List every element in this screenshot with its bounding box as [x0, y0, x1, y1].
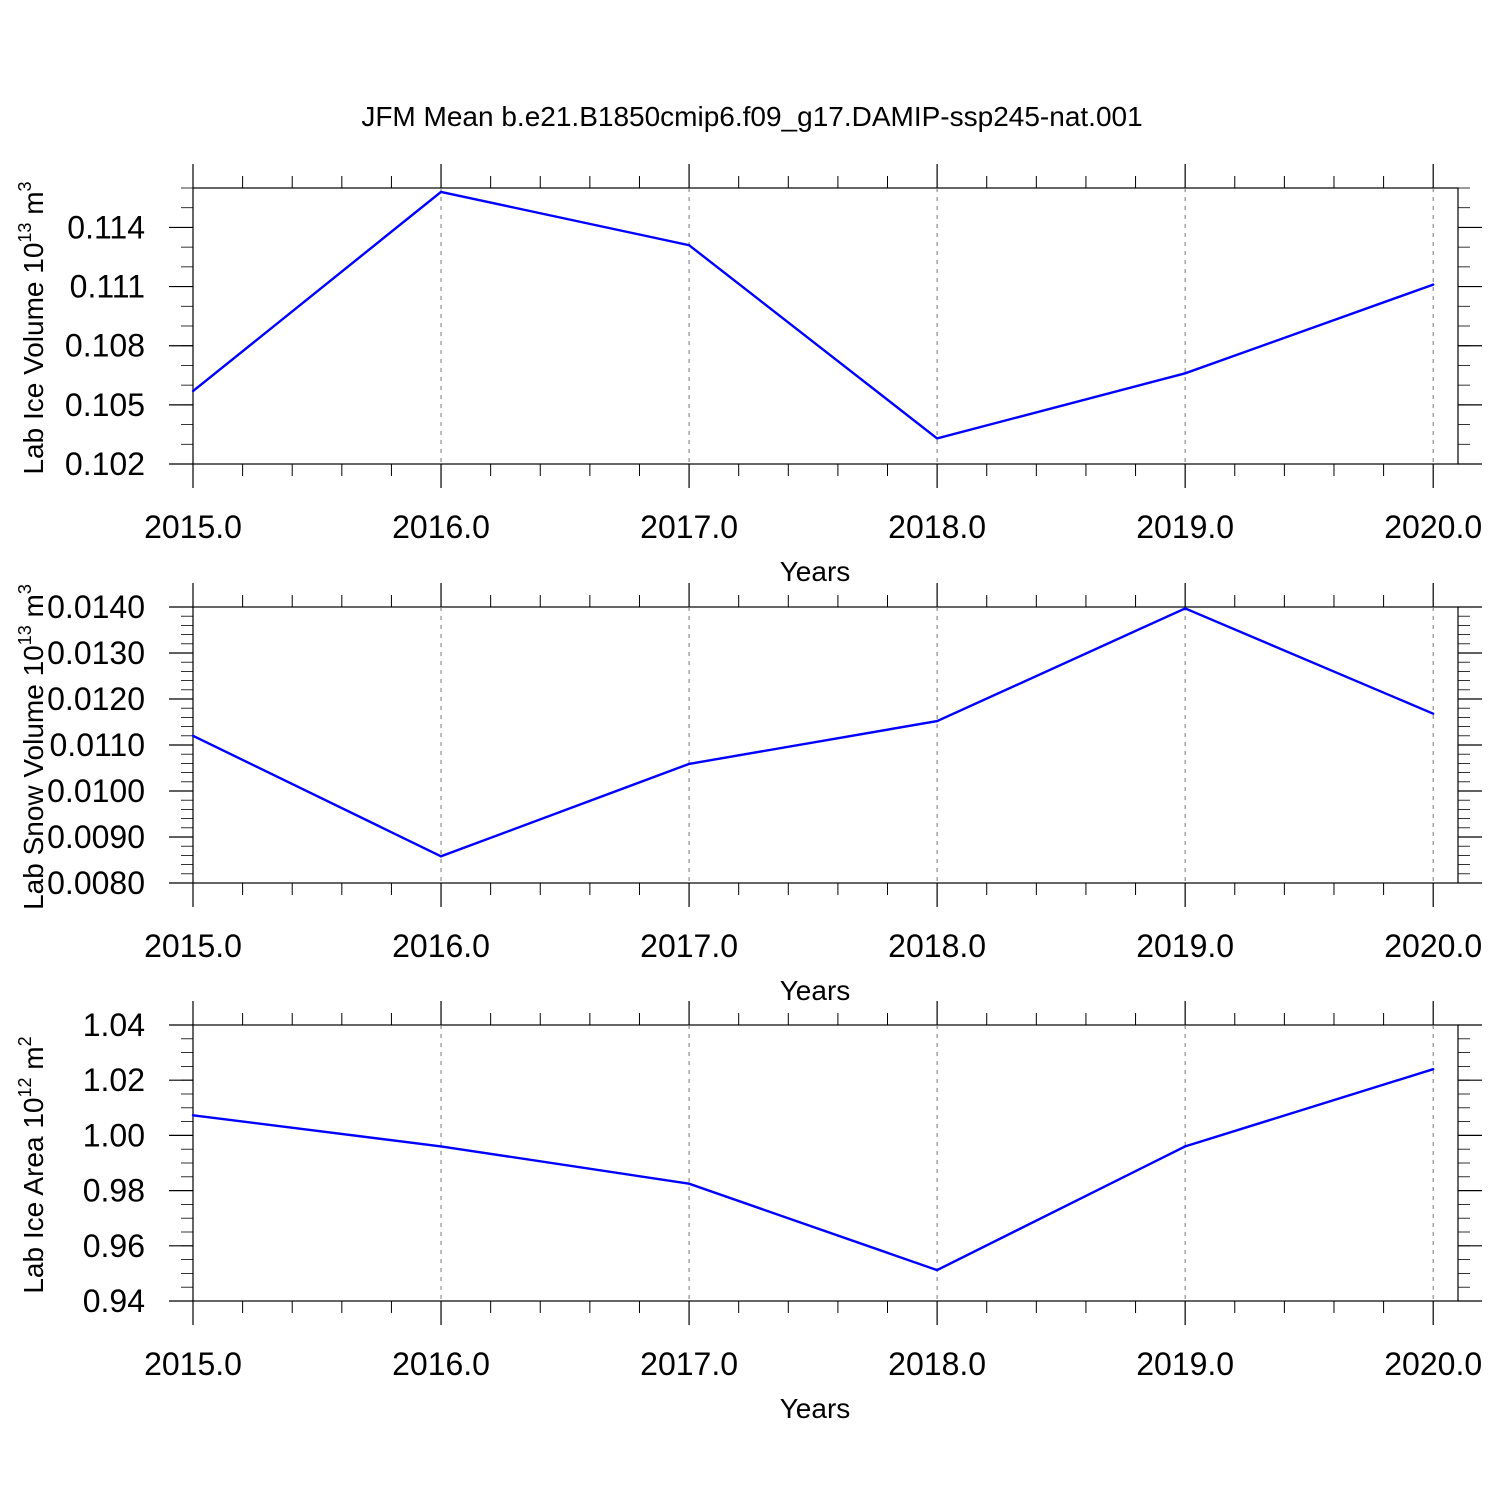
data-point	[1431, 283, 1435, 286]
data-point	[935, 1268, 939, 1272]
y-tick-label: 0.0080	[47, 865, 145, 901]
y-tick-label: 0.0090	[47, 819, 145, 855]
x-tick-label: 2016.0	[392, 509, 490, 545]
y-axis-label-part: m	[18, 594, 49, 625]
data-point	[687, 1182, 691, 1185]
data-point	[687, 243, 691, 247]
data-point	[439, 1145, 443, 1148]
chart-panel-2: 2015.0 2016.0 2017.0 2018.0 2019.0 2020.0 0.00…	[15, 583, 1482, 1006]
x-tick-label: 2020.0	[1384, 1346, 1482, 1382]
data-point	[191, 389, 195, 393]
y-tick-label: 0.105	[65, 387, 145, 423]
data-point	[1183, 607, 1187, 610]
y-axis-label: Lab Snow Volume 1013 m3	[15, 584, 49, 910]
x-axis-label: Years	[780, 556, 851, 587]
y-axis-label-superscript: 3	[15, 181, 35, 191]
x-tick-label: 2019.0	[1136, 509, 1234, 545]
x-tick-label: 2019.0	[1136, 1346, 1234, 1382]
y-tick-label: 0.0110	[50, 727, 146, 763]
y-axis-label: Lab Ice Area 1012 m2	[15, 1036, 49, 1293]
figure-title: JFM Mean b.e21.B1850cmip6.f09_g17.DAMIP-…	[361, 101, 1142, 132]
y-axis-label-part: Lab Ice Area 10	[18, 1098, 49, 1294]
y-tick-label: 0.0120	[47, 681, 145, 717]
data-point	[439, 855, 443, 858]
x-tick-label: 2018.0	[888, 509, 986, 545]
y-axis-label-part: m	[18, 191, 49, 222]
x-tick-label: 2015.0	[144, 928, 242, 964]
data-point	[935, 719, 939, 723]
y-tick-label: 0.108	[65, 328, 145, 364]
y-axis-label-part: m	[18, 1046, 49, 1077]
y-tick-label: 0.111	[70, 269, 145, 305]
x-axis-label: Years	[780, 975, 851, 1006]
x-tick-label: 2019.0	[1136, 928, 1234, 964]
x-tick-label: 2017.0	[640, 928, 738, 964]
x-tick-label: 2018.0	[888, 928, 986, 964]
data-point	[687, 762, 691, 766]
data-point	[1183, 1145, 1187, 1148]
x-tick-label: 2017.0	[640, 1346, 738, 1382]
y-tick-label: 0.98	[83, 1173, 145, 1209]
panels: 2015.0 2016.0 2017.0 2018.0 2019.0 2020.0 0.10…	[15, 164, 1482, 1424]
y-tick-label: 0.114	[67, 209, 145, 245]
x-tick-label: 2017.0	[640, 509, 738, 545]
y-tick-label: 0.96	[83, 1228, 145, 1264]
y-axis-label-superscript: 12	[15, 1077, 35, 1097]
chart-panel-1: 2015.0 2016.0 2017.0 2018.0 2019.0 2020.0 0.10…	[15, 164, 1482, 587]
y-axis-label-superscript: 2	[15, 1036, 35, 1046]
x-tick-label: 2016.0	[392, 1346, 490, 1382]
x-tick-label: 2020.0	[1384, 509, 1482, 545]
x-tick-label: 2016.0	[392, 928, 490, 964]
y-tick-label: 0.102	[65, 446, 145, 482]
y-axis-label-part: Lab Ice Volume 10	[18, 243, 49, 475]
y-axis-label-superscript: 3	[15, 584, 35, 594]
y-axis-label-superscript: 13	[15, 625, 35, 645]
y-tick-label: 1.02	[83, 1062, 145, 1098]
y-axis-label-part: Lab Snow Volume 10	[18, 645, 49, 910]
y-axis-label: Lab Ice Volume 1013 m3	[15, 181, 49, 474]
x-tick-label: 2018.0	[888, 1346, 986, 1382]
data-point	[1431, 1067, 1435, 1071]
x-tick-label: 2020.0	[1384, 928, 1482, 964]
y-tick-label: 0.0130	[47, 635, 145, 671]
x-tick-label: 2015.0	[144, 1346, 242, 1382]
y-tick-label: 0.94	[83, 1283, 145, 1319]
series-line	[192, 190, 1434, 440]
data-point	[191, 734, 195, 737]
data-point	[439, 190, 443, 194]
data-point	[1183, 372, 1187, 375]
y-tick-label: 1.00	[83, 1117, 145, 1153]
x-tick-label: 2015.0	[144, 509, 242, 545]
y-axis-label-superscript: 13	[15, 223, 35, 243]
y-tick-label: 1.04	[83, 1007, 145, 1043]
chart-panel-3: 2015.0 2016.0 2017.0 2018.0 2019.0 2020.0 0.94…	[15, 1001, 1482, 1424]
series-line	[192, 1068, 1434, 1272]
x-axis-label: Years	[780, 1393, 851, 1424]
y-tick-label: 0.0140	[47, 589, 145, 625]
y-tick-label: 0.0100	[47, 773, 145, 809]
data-point	[1431, 712, 1435, 715]
series-line	[192, 607, 1434, 858]
data-point	[191, 1114, 195, 1117]
data-point	[935, 437, 939, 440]
